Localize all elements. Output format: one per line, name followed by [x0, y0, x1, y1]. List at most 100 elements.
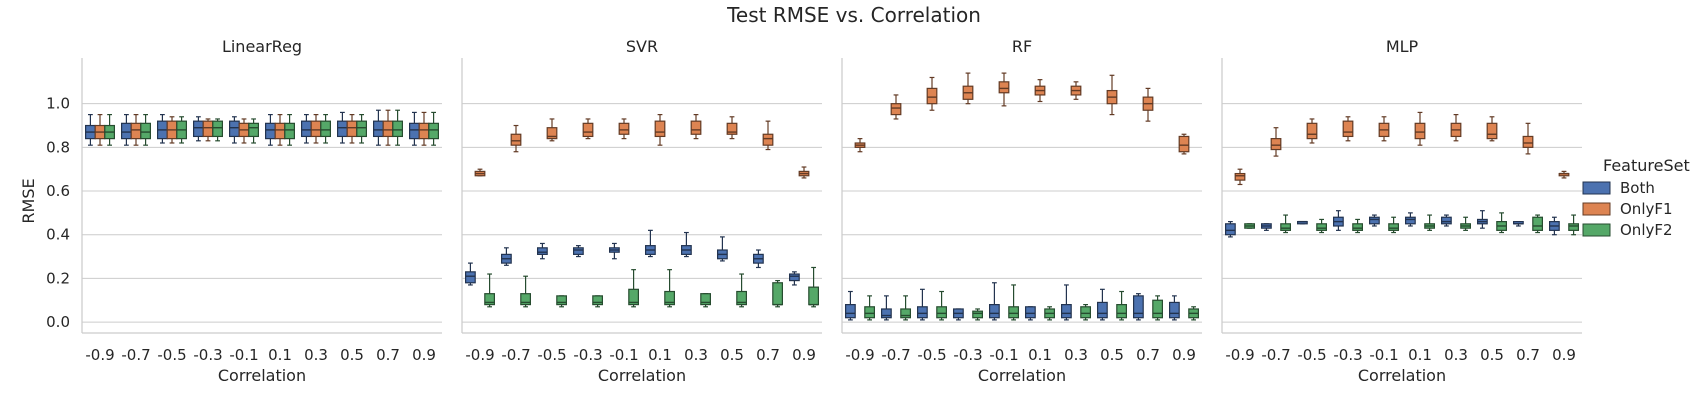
box-body: [1234, 172, 1246, 181]
x-tick-label: -0.5: [157, 346, 186, 364]
box-body: [120, 122, 132, 140]
box-onlyf1: [1106, 74, 1118, 116]
box-onlyf2: [484, 273, 495, 308]
box-both: [1132, 293, 1144, 321]
x-tick-label: 0.9: [412, 346, 436, 364]
x-tick-label: -0.7: [501, 346, 530, 364]
x-tick-label: -0.7: [121, 346, 150, 364]
y-tick-label: 0.8: [46, 138, 70, 156]
box-onlyf1: [1450, 113, 1462, 142]
box-both: [1296, 220, 1308, 225]
box-body: [664, 290, 675, 306]
legend-label: OnlyF2: [1620, 221, 1673, 239]
box-body: [1522, 135, 1534, 148]
box-body: [140, 122, 152, 140]
box-body: [130, 122, 142, 140]
box-body: [1024, 306, 1036, 319]
box-body: [212, 120, 224, 138]
box-body: [1168, 301, 1180, 319]
box-body: [284, 122, 295, 140]
box-body: [409, 122, 420, 140]
x-axis-label: Correlation: [218, 366, 306, 385]
box-both: [1096, 288, 1108, 321]
box-both: [1260, 223, 1272, 231]
box-onlyf1: [1270, 127, 1282, 157]
x-tick-label: 0.7: [756, 346, 780, 364]
box-onlyf1: [418, 111, 430, 146]
box-onlyf1: [1486, 116, 1498, 142]
box-both: [1060, 284, 1072, 321]
box-onlyf1: [346, 113, 358, 144]
box-both: [1440, 214, 1452, 227]
box-body: [1532, 216, 1544, 231]
box-both: [952, 308, 964, 321]
box-onlyf1: [798, 166, 810, 179]
box-body: [392, 120, 403, 138]
x-tick-label: 0.3: [684, 346, 708, 364]
box-onlyf1: [890, 94, 902, 120]
box-both: [229, 116, 240, 144]
box-body: [202, 120, 214, 138]
x-tick-label: -0.9: [85, 346, 114, 364]
legend-entry-onlyf2: OnlyF2: [1582, 221, 1673, 239]
box-both: [465, 262, 476, 286]
box-onlyf2: [248, 118, 260, 144]
box-onlyf2: [1496, 212, 1508, 234]
legend-swatch: [1582, 181, 1611, 195]
box-onlyf2: [428, 111, 439, 146]
box-onlyf2: [104, 113, 116, 146]
box-body: [916, 306, 928, 319]
box-both: [1024, 306, 1036, 321]
x-tick-label: 0.7: [1516, 346, 1540, 364]
x-tick-label: -0.1: [1369, 346, 1398, 364]
box-body: [788, 273, 800, 282]
box-both: [916, 288, 928, 321]
box-body: [546, 127, 558, 140]
y-tick-label: 0.6: [46, 182, 70, 200]
box-body: [356, 120, 367, 138]
box-onlyf1: [1234, 168, 1246, 186]
box-onlyf2: [864, 295, 875, 321]
box-body: [572, 247, 584, 255]
box-both: [1404, 212, 1416, 227]
box-onlyf1: [130, 113, 142, 146]
box-onlyf2: [1316, 218, 1328, 234]
box-onlyf2: [1388, 216, 1400, 234]
x-tick-label: -0.3: [1333, 346, 1362, 364]
box-body: [265, 122, 276, 140]
box-body: [618, 122, 630, 135]
box-onlyf2: [1044, 306, 1056, 321]
box-onlyf1: [998, 72, 1010, 107]
box-body: [1414, 122, 1426, 140]
box-both: [501, 247, 512, 266]
box-onlyf1: [1414, 111, 1426, 146]
x-tick-label: -0.7: [1261, 346, 1290, 364]
box-both: [409, 111, 420, 146]
y-tick-label: 1.0: [46, 95, 70, 113]
panel-title: RF: [1012, 37, 1032, 56]
box-onlyf1: [1558, 170, 1570, 179]
box-body: [536, 247, 548, 255]
x-tick-label: 0.1: [648, 346, 672, 364]
box-body: [1306, 122, 1318, 140]
box-both: [788, 271, 800, 286]
box-body: [880, 308, 892, 319]
box-body: [926, 87, 938, 105]
x-tick-label: -0.5: [1297, 346, 1326, 364]
box-body: [1060, 304, 1072, 319]
box-body: [1440, 216, 1452, 225]
box-onlyf2: [736, 273, 747, 308]
box-body: [1152, 299, 1164, 319]
y-tick-label: 0.2: [46, 269, 70, 287]
box-body: [520, 293, 531, 306]
box-both: [1548, 216, 1560, 236]
box-onlyf2: [284, 113, 295, 146]
box-body: [428, 122, 439, 140]
box-both: [1332, 210, 1344, 231]
box-body: [1342, 120, 1354, 138]
box-body: [998, 81, 1010, 94]
box-both: [337, 111, 348, 144]
